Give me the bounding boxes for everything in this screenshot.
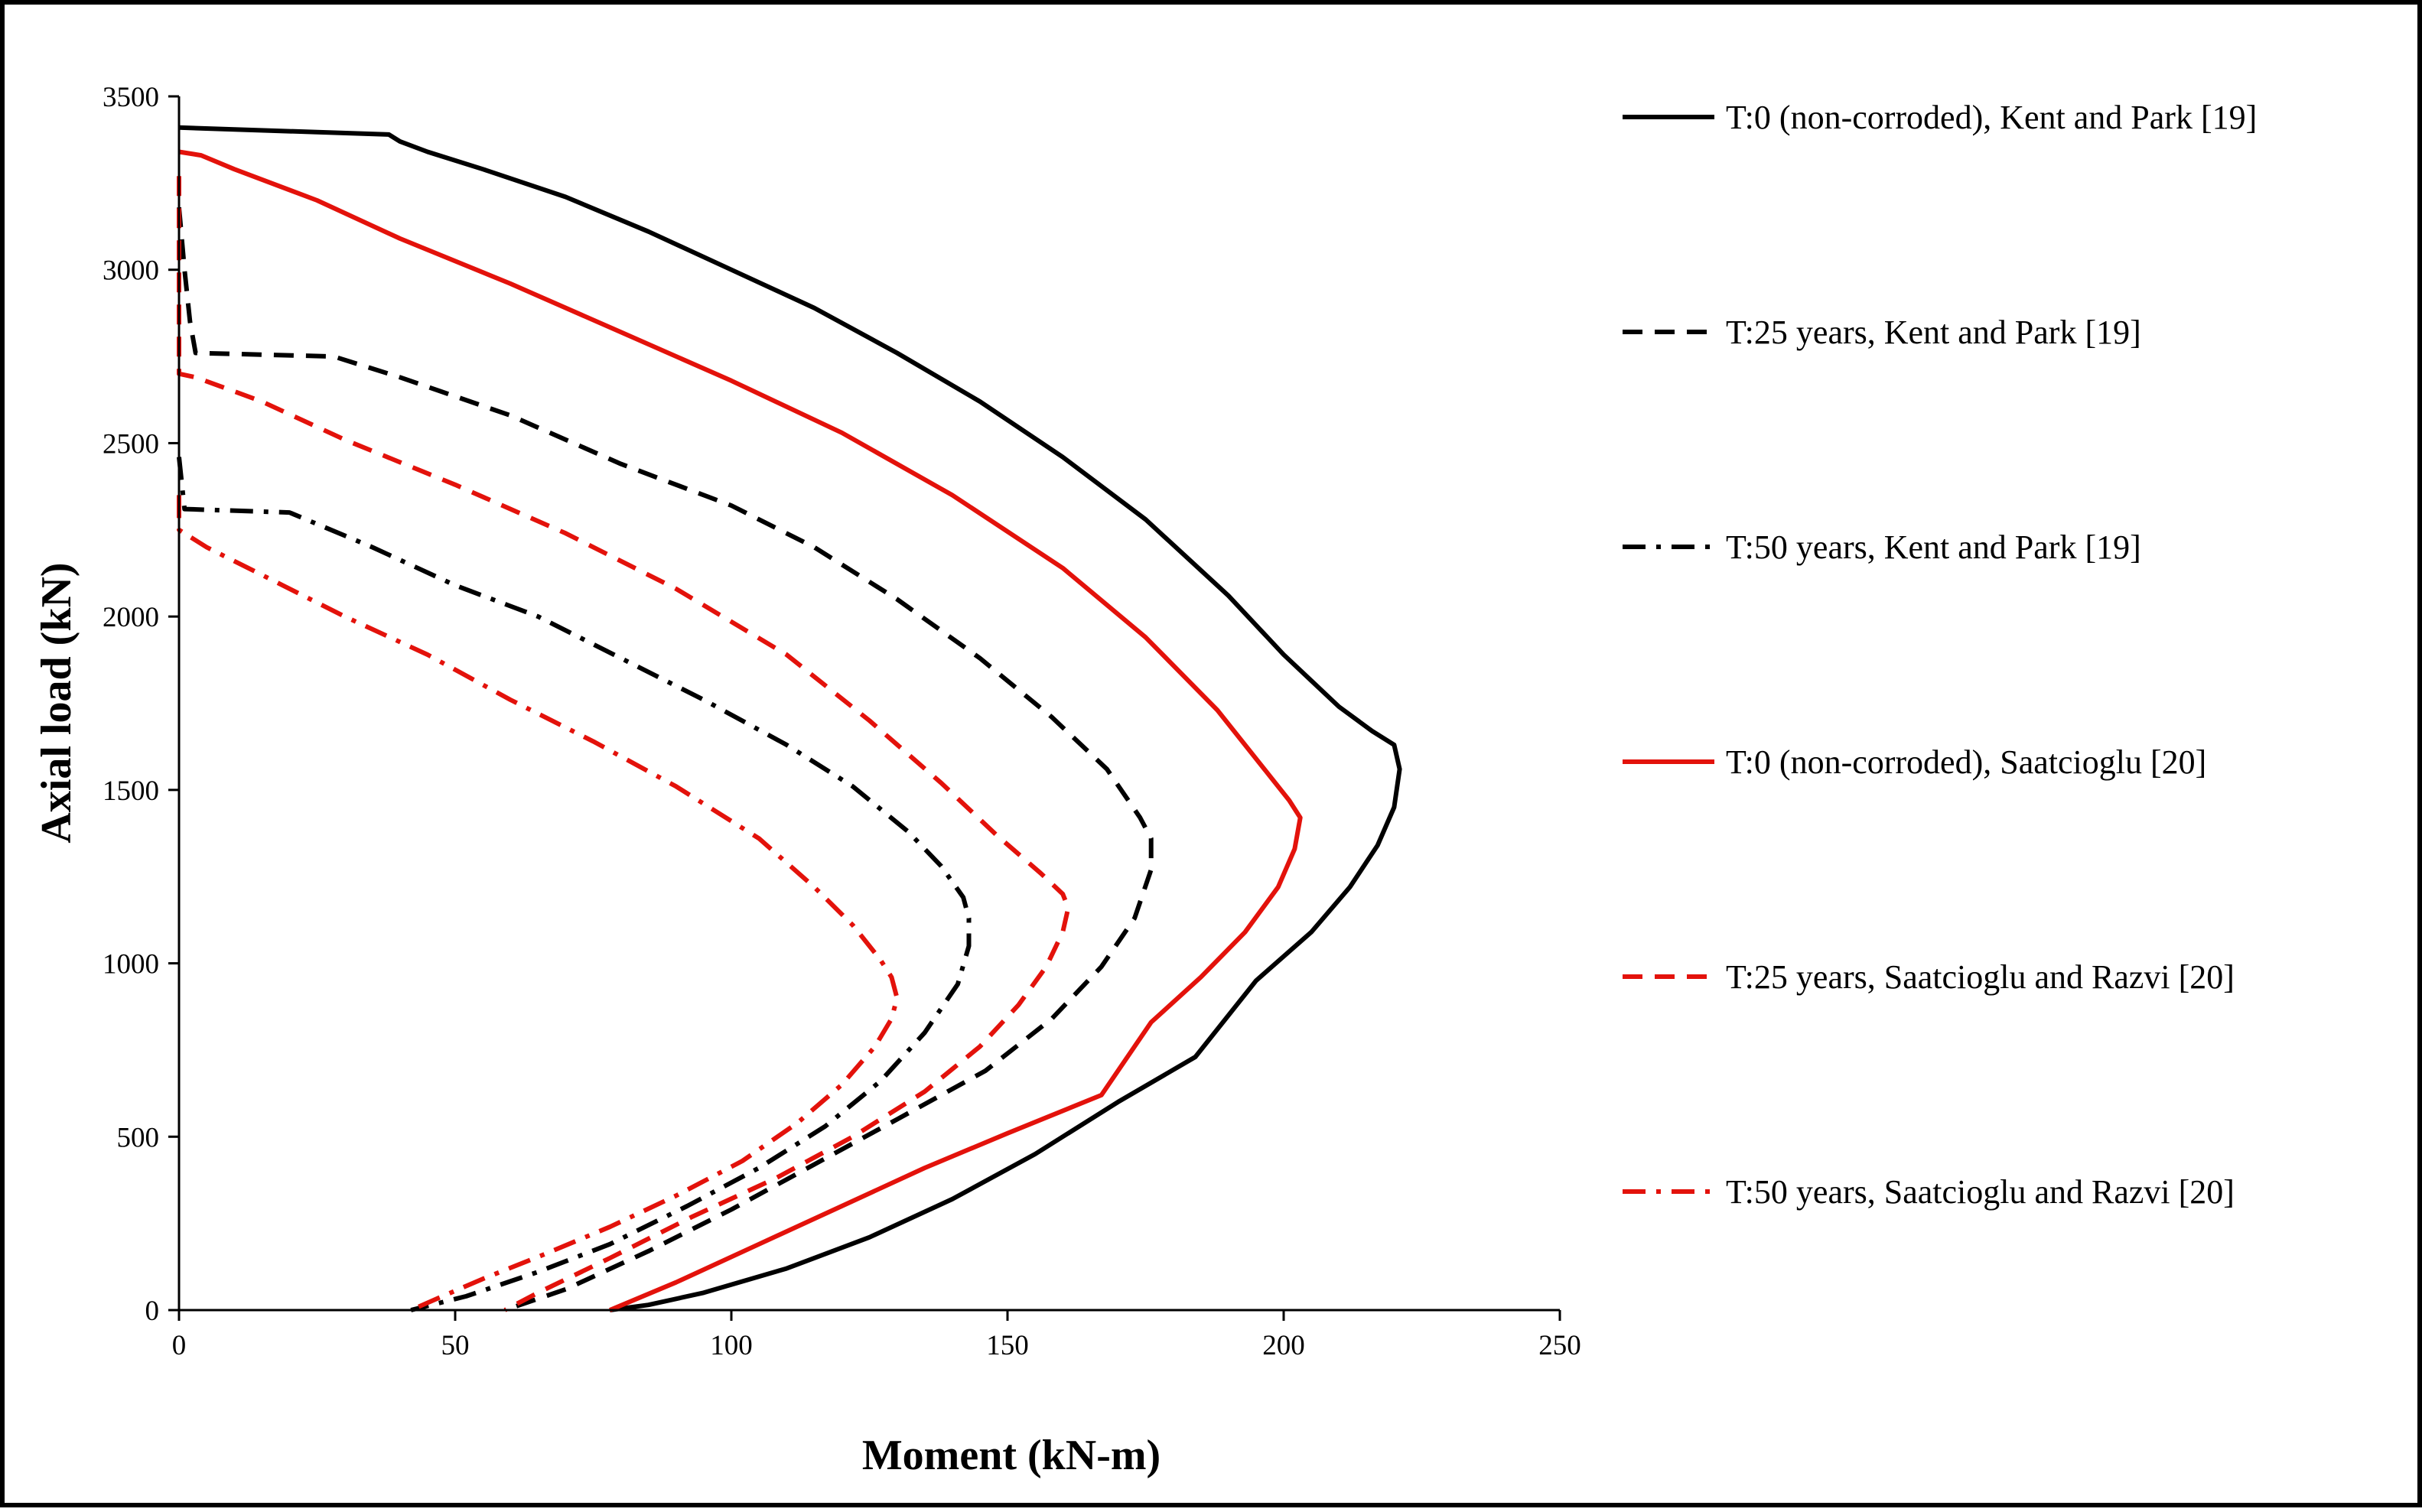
legend-entry: T:0 (non-corroded), Kent and Park [19] <box>1623 99 2257 136</box>
y-tick-label: 1500 <box>103 776 159 807</box>
series-line-2 <box>177 206 1154 1312</box>
x-tick-label: 150 <box>986 1330 1029 1361</box>
y-tick-label: 1000 <box>103 949 159 980</box>
legend-entry: T:25 years, Saatcioglu and Razvi [20] <box>1623 958 2235 996</box>
legend-entry: T:0 (non-corroded), Saatcioglu [20] <box>1623 743 2206 781</box>
legend-label: T:25 years, Saatcioglu and Razvi [20] <box>1726 958 2235 996</box>
x-tick-label: 50 <box>441 1330 470 1361</box>
y-tick-label: 2000 <box>103 602 159 633</box>
x-tick-label: 100 <box>710 1330 753 1361</box>
legend-label: T:50 years, Saatcioglu and Razvi [20] <box>1726 1173 2235 1211</box>
x-tick-label: 0 <box>172 1330 187 1361</box>
legend-label: T:50 years, Kent and Park [19] <box>1726 528 2141 566</box>
x-axis-title: Moment (kN-m) <box>862 1432 1161 1479</box>
legend: T:0 (non-corroded), Kent and Park [19] T:… <box>1623 99 2257 1211</box>
y-tick-label: 3500 <box>103 82 159 113</box>
legend-entry: T:50 years, Saatcioglu and Razvi [20] <box>1623 1173 2235 1211</box>
legend-entry: T:25 years, Kent and Park [19] <box>1623 314 2141 351</box>
y-tick-label: 500 <box>117 1122 160 1153</box>
legend-label: T:25 years, Kent and Park [19] <box>1726 314 2141 351</box>
legend-entry: T:50 years, Kent and Park [19] <box>1623 528 2141 566</box>
legend-label: T:0 (non-corroded), Saatcioglu [20] <box>1726 743 2206 781</box>
x-tick-label: 250 <box>1538 1330 1581 1361</box>
axial-load-moment-chart: 0 500 1000 1500 2000 2500 3000 3500 0 50 100 150 200… <box>33 82 2257 1479</box>
series-line-4 <box>178 149 1303 1312</box>
legend-label: T:0 (non-corroded), Kent and Park [19] <box>1726 99 2257 136</box>
axes <box>168 95 1561 1321</box>
y-tick-label: 3000 <box>103 255 159 287</box>
y-tick-label: 0 <box>145 1296 160 1327</box>
series-line-3 <box>177 457 972 1312</box>
tick-labels: 0 500 1000 1500 2000 2500 3000 3500 0 50 100 150 200… <box>103 82 1581 1361</box>
y-tick-label: 2500 <box>103 428 159 460</box>
series-lines <box>177 125 1402 1312</box>
series-line-1 <box>178 125 1402 1312</box>
y-axis-title: Axial load (kN) <box>33 562 80 843</box>
x-tick-label: 200 <box>1262 1330 1305 1361</box>
series-line-5 <box>177 176 1071 1312</box>
